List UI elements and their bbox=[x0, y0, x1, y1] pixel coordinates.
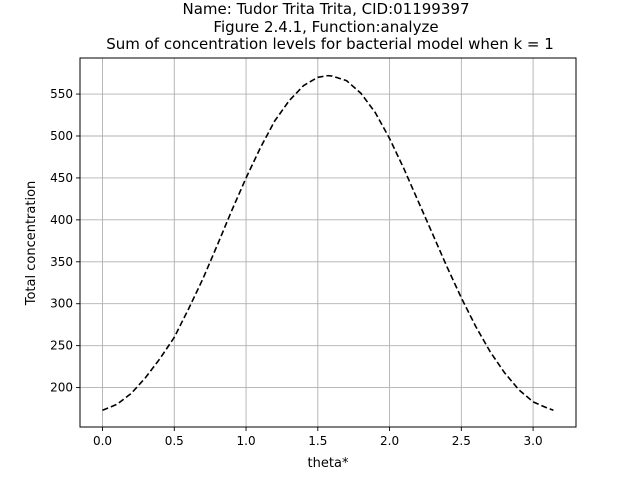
chart-title-line-2: Figure 2.4.1, Function:analyze bbox=[213, 18, 438, 36]
x-tick-label: 2.0 bbox=[380, 434, 399, 448]
series-line bbox=[102, 74, 554, 411]
y-tick-label: 500 bbox=[50, 129, 73, 143]
y-tick-label: 350 bbox=[50, 255, 73, 269]
y-axis-label: Total concentration bbox=[24, 181, 39, 307]
y-tick-label: 200 bbox=[50, 381, 73, 395]
x-axis: 0.0 0.5 1.0 1.5 2.0 2.5 3.0 bbox=[93, 427, 543, 448]
chart-title-line-3: Sum of concentration levels for bacteria… bbox=[106, 35, 554, 53]
x-tick-label: 3.0 bbox=[524, 434, 543, 448]
x-tick-label: 1.0 bbox=[237, 434, 256, 448]
y-tick-label: 450 bbox=[50, 171, 73, 185]
y-tick-label: 300 bbox=[50, 297, 73, 311]
plot-area-frame bbox=[79, 57, 577, 428]
x-tick-label: 2.5 bbox=[452, 434, 471, 448]
grid bbox=[80, 58, 576, 427]
x-axis-label: theta* bbox=[308, 456, 349, 471]
y-tick-label: 550 bbox=[50, 87, 73, 101]
x-tick-label: 1.5 bbox=[308, 434, 327, 448]
chart-title-line-1: Name: Tudor Trita Trita, CID:01199397 bbox=[183, 0, 470, 18]
y-tick-label: 400 bbox=[50, 213, 73, 227]
y-axis: 200 250 300 350 400 450 500 550 bbox=[50, 87, 80, 395]
plot-series bbox=[102, 74, 554, 411]
x-tick-label: 0.0 bbox=[93, 434, 112, 448]
x-tick-label: 0.5 bbox=[165, 434, 184, 448]
y-tick-label: 250 bbox=[50, 339, 73, 353]
